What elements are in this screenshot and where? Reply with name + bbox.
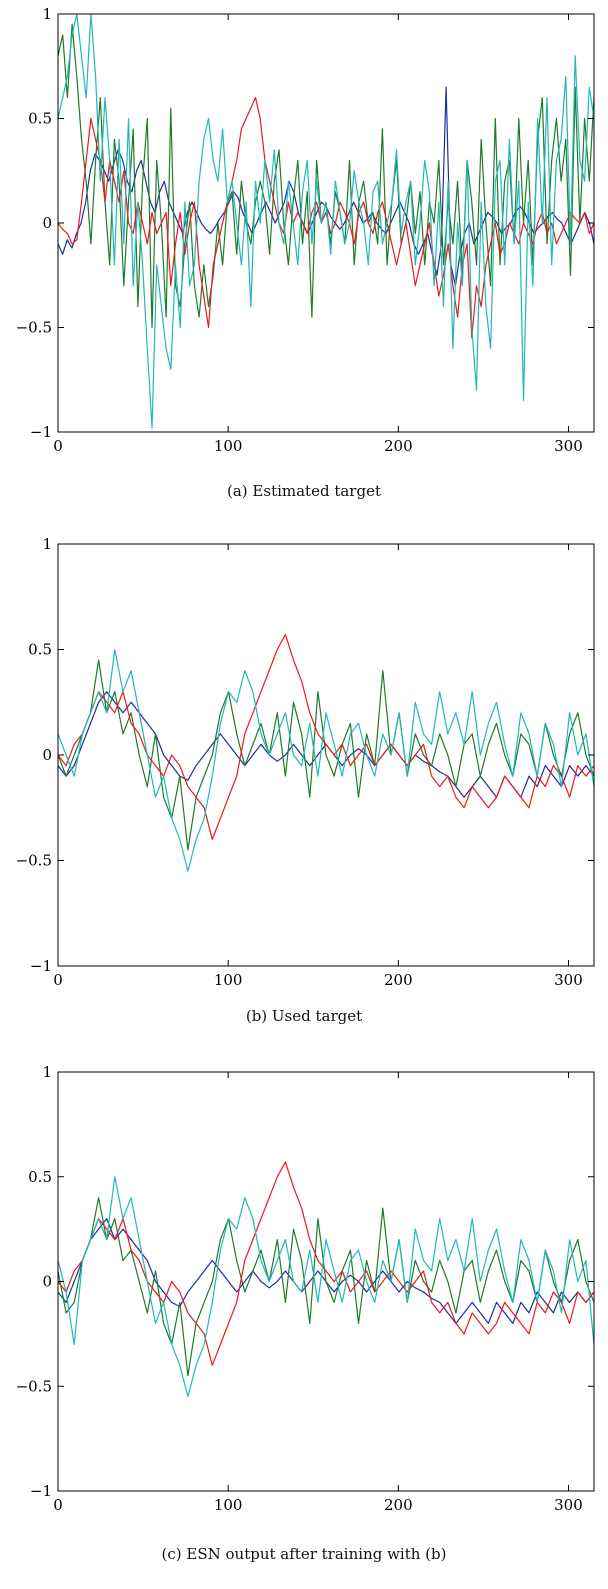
series-line-3 bbox=[58, 634, 594, 840]
x-tick-label: 300 bbox=[554, 1496, 583, 1514]
y-tick-label: 0 bbox=[42, 1273, 52, 1291]
y-tick-label: 1 bbox=[42, 1063, 52, 1081]
caption-b: (b) Used target bbox=[245, 1007, 363, 1025]
caption-a: (a) Estimated target bbox=[227, 482, 381, 500]
series-line-2 bbox=[58, 1197, 594, 1377]
y-tick-label: 1 bbox=[42, 5, 52, 23]
y-tick-label: 0.5 bbox=[28, 110, 52, 128]
y-tick-label: −0.5 bbox=[16, 852, 52, 870]
chart-c: 0 100 200 300 −1 −0.5 0 0.5 1 bbox=[16, 1063, 595, 1514]
x-tick-label: 200 bbox=[384, 971, 413, 989]
y-tick-label: −1 bbox=[30, 423, 52, 441]
chart-panel-a: 0 100 200 300 −1 −0.5 0 0.5 1 (a) Estimated targ… bbox=[0, 0, 608, 520]
y-tick-label: −1 bbox=[30, 1482, 52, 1500]
x-tick-label: 200 bbox=[384, 1496, 413, 1514]
series-group bbox=[58, 634, 594, 872]
series-line-2 bbox=[58, 23, 594, 329]
y-tick-label: 0.5 bbox=[28, 641, 52, 659]
x-tick-label: 0 bbox=[53, 1496, 63, 1514]
x-tick-label: 100 bbox=[214, 1496, 243, 1514]
x-tick-label: 100 bbox=[214, 437, 243, 455]
x-tick-label: 100 bbox=[214, 971, 243, 989]
x-tick-label: 0 bbox=[53, 971, 63, 989]
series-line-4 bbox=[58, 648, 594, 872]
x-tick-label: 0 bbox=[53, 437, 63, 455]
x-tick-label: 300 bbox=[554, 437, 583, 455]
chart-b: 0 100 200 300 −1 −0.5 0 0.5 1 bbox=[16, 535, 595, 989]
y-tick-label: 0 bbox=[42, 214, 52, 232]
chart-a: 0 100 200 300 −1 −0.5 0 0.5 1 bbox=[16, 5, 595, 455]
y-tick-label: −0.5 bbox=[16, 319, 52, 337]
chart-panel-c: 0 100 200 300 −1 −0.5 0 0.5 1 (c) ESN output aft… bbox=[0, 1050, 608, 1589]
series-line-4 bbox=[58, 14, 594, 429]
series-group bbox=[58, 14, 594, 429]
y-tick-label: 0.5 bbox=[28, 1168, 52, 1186]
series-line-3 bbox=[58, 1161, 594, 1366]
y-tick-label: 0 bbox=[42, 746, 52, 764]
x-tick-label: 300 bbox=[554, 971, 583, 989]
series-line-2 bbox=[58, 659, 594, 851]
y-tick-label: −0.5 bbox=[16, 1377, 52, 1395]
series-group bbox=[58, 1161, 594, 1398]
chart-panel-b: 0 100 200 300 −1 −0.5 0 0.5 1 (b) Used target bbox=[0, 525, 608, 1045]
y-tick-label: −1 bbox=[30, 957, 52, 975]
y-tick-label: 1 bbox=[42, 535, 52, 553]
series-line-4 bbox=[58, 1176, 594, 1398]
series-line-1 bbox=[58, 86, 594, 287]
series-line-3 bbox=[58, 96, 594, 339]
caption-c: (c) ESN output after training with (b) bbox=[161, 1545, 447, 1563]
x-tick-label: 200 bbox=[384, 437, 413, 455]
